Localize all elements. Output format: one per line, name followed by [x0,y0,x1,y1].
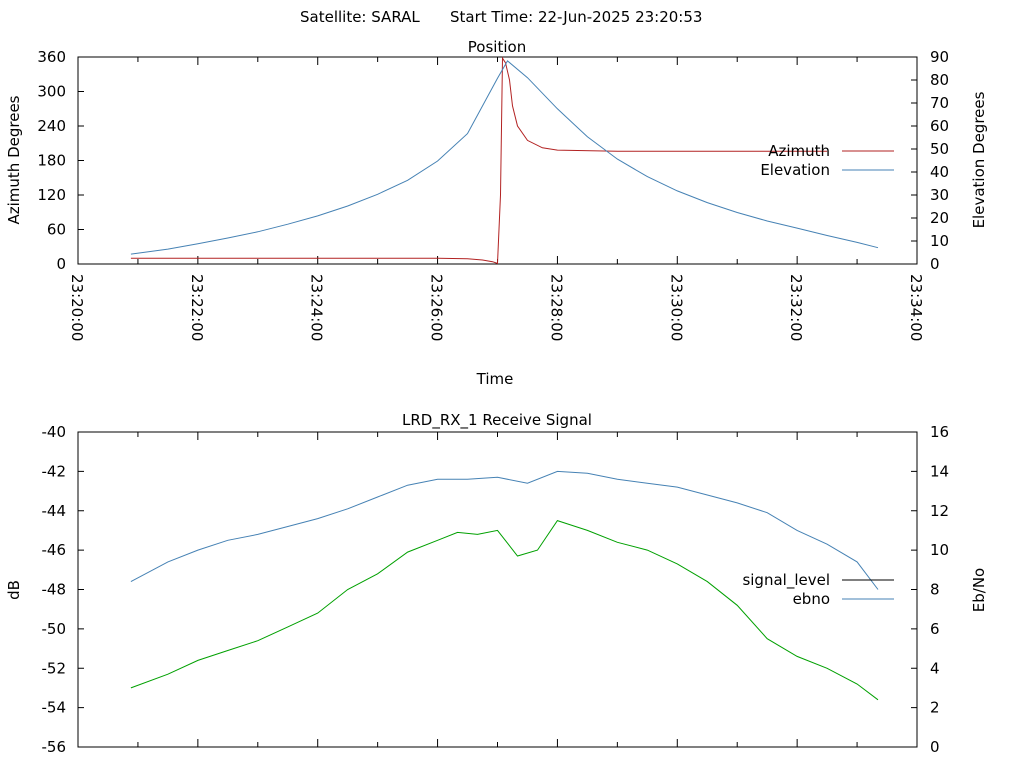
header-satellite: Satellite: SARAL [300,8,420,26]
position-y-axis-title: Azimuth Degrees [5,95,23,224]
x-tick-label: 23:20:00 [68,274,86,341]
signal-y2-axis-title: Eb/No [970,568,988,612]
y-tick-label: 0 [56,255,66,273]
y-tick-label: 360 [37,48,66,66]
x-tick-label: 23:34:00 [907,274,925,341]
y-tick-label: -40 [42,423,67,441]
y-tick-label: -56 [42,738,67,756]
signal-y-axis-title: dB [5,580,23,600]
position-legend: Azimuth Elevation [760,142,894,179]
position-series [130,56,879,265]
position-chart: Position 0 60 120 180 240 300 360 0 10 20 30 40 50 6… [5,38,988,388]
x-tick-label: 23:22:00 [188,274,206,341]
series-line-ebno [130,470,879,590]
legend-azimuth-label: Azimuth [768,142,830,160]
y-tick-label: -44 [42,502,67,520]
signal-y2-axis: 0 2 4 6 8 10 12 14 16 [911,423,949,756]
position-chart-title: Position [468,38,526,56]
y2-tick-label: 6 [930,620,940,638]
header-start-time: Start Time: 22-Jun-2025 23:20:53 [450,8,702,26]
y2-tick-label: 90 [930,48,949,66]
y2-tick-label: 14 [930,462,949,480]
y2-tick-label: 2 [930,699,940,717]
y-tick-label: 120 [37,186,66,204]
x-tick-label: 23:32:00 [787,274,805,341]
position-y2-axis: 0 10 20 30 40 50 60 70 80 90 [911,48,949,273]
x-tick-label: 23:24:00 [308,274,326,341]
y-tick-label: 60 [47,221,66,239]
y-tick-label: -52 [42,659,67,677]
y2-tick-label: 20 [930,209,949,227]
x-tick-label: 23:26:00 [428,274,446,341]
y2-tick-label: 70 [930,94,949,112]
y2-tick-label: 30 [930,186,949,204]
legend-elevation-label: Elevation [760,161,830,179]
y2-tick-label: 12 [930,502,949,520]
y2-tick-label: 16 [930,423,949,441]
signal-y-axis: -56 -54 -52 -50 -48 -46 -44 -42 -40 [42,423,84,756]
position-x-axis-title: Time [476,370,514,388]
y2-tick-label: 80 [930,71,949,89]
y-tick-label: -48 [42,581,67,599]
signal-series [130,470,879,701]
series-line-signal-level [130,520,879,701]
series-line-elevation [130,60,879,255]
y-tick-label: -46 [42,541,67,559]
position-y-axis: 0 60 120 180 240 300 360 [37,48,84,273]
y2-tick-label: 40 [930,163,949,181]
series-line-azimuth [130,56,828,265]
y2-tick-label: 60 [930,117,949,135]
y2-tick-label: 10 [930,541,949,559]
signal-legend: signal_level ebno [742,571,894,608]
y-tick-label: -42 [42,462,67,480]
position-x-axis: 23:20:00 23:22:00 23:24:00 23:26:00 23:28:00… [68,57,925,341]
y2-tick-label: 0 [930,255,940,273]
y2-tick-label: 50 [930,140,949,158]
legend-ebno-label: ebno [793,590,830,608]
y2-tick-label: 0 [930,738,940,756]
signal-chart-title: LRD_RX_1 Receive Signal [402,411,592,430]
y-tick-label: 180 [37,152,66,170]
x-tick-label: 23:28:00 [547,274,565,341]
y-tick-label: 240 [37,117,66,135]
y2-tick-label: 10 [930,232,949,250]
y-tick-label: 300 [37,83,66,101]
signal-plot-frame [77,431,918,748]
x-tick-label: 23:30:00 [667,274,685,341]
position-y2-axis-title: Elevation Degrees [970,91,988,228]
y2-tick-label: 4 [930,659,940,677]
y-tick-label: -50 [42,620,67,638]
signal-chart: LRD_RX_1 Receive Signal -56-54-52-50-48-… [5,411,988,756]
y2-tick-label: 8 [930,581,940,599]
signal-x-axis [77,432,918,747]
y-tick-label: -54 [42,699,67,717]
legend-signal-level-label: signal_level [742,571,830,590]
